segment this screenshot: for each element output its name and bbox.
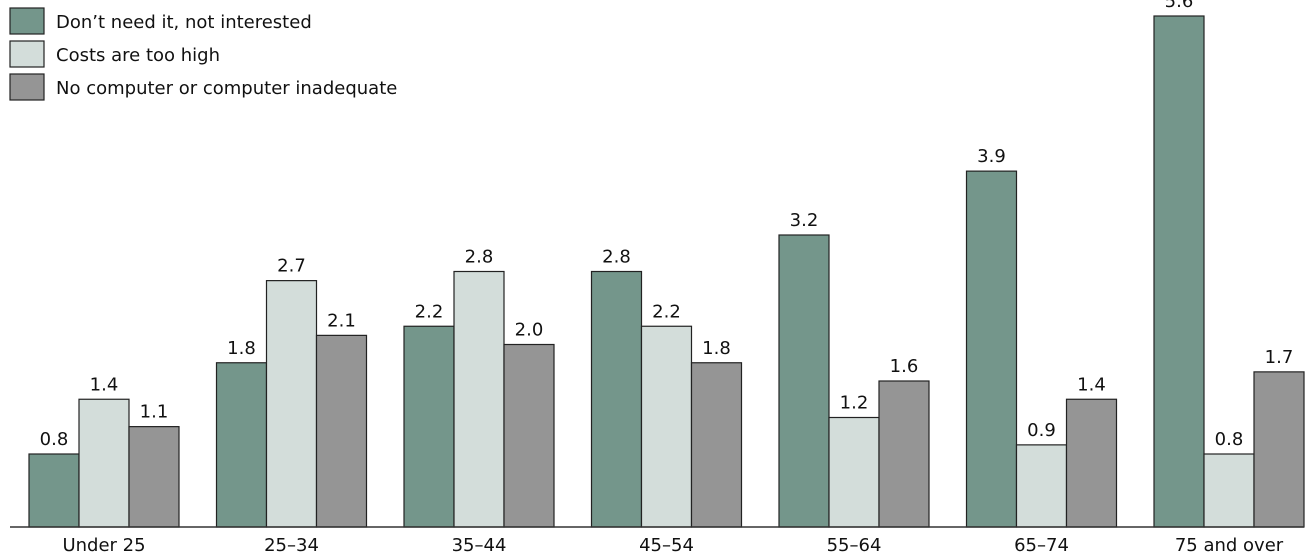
data-label: 2.7 xyxy=(277,256,306,277)
bar xyxy=(128,426,180,528)
bar xyxy=(778,234,830,528)
data-label: 2.8 xyxy=(602,247,631,268)
data-label: 0.9 xyxy=(1027,420,1056,441)
bar xyxy=(1253,371,1305,528)
x-tick-label: 35–44 xyxy=(452,535,507,555)
x-tick-label: 75 and over xyxy=(1175,535,1284,555)
data-label: 0.8 xyxy=(40,429,69,450)
bar xyxy=(403,325,455,528)
bar xyxy=(78,398,130,528)
data-label: 5.6 xyxy=(1165,0,1194,12)
value-labels: 0.8 1.4 1.1 1.8 2.7 2.1 2.2 2.8 2.0 2.8 2.2 1.8 3.2 1… xyxy=(40,0,1294,450)
legend: Don’t need it, not interested Costs are t… xyxy=(9,7,397,101)
x-tick-label: 55–64 xyxy=(827,535,882,555)
bar xyxy=(1153,15,1205,528)
x-tick-label: 65–74 xyxy=(1014,535,1069,555)
legend-label: Don’t need it, not interested xyxy=(56,12,312,33)
data-label: 2.2 xyxy=(415,301,444,322)
bar xyxy=(503,343,555,528)
bar xyxy=(1065,398,1118,528)
data-label: 1.7 xyxy=(1265,347,1294,368)
x-tick-label: Under 25 xyxy=(62,535,145,555)
data-label: 0.8 xyxy=(1215,429,1244,450)
legend-swatch xyxy=(9,7,45,35)
data-label: 1.2 xyxy=(840,393,869,414)
bar xyxy=(265,280,318,528)
legend-swatch xyxy=(9,73,45,101)
bar-series-group xyxy=(28,15,1305,528)
data-label: 1.4 xyxy=(90,374,119,395)
x-tick-label: 25–34 xyxy=(264,535,319,555)
bar xyxy=(28,453,80,528)
bar xyxy=(1015,444,1068,528)
bar xyxy=(1203,453,1255,528)
bar xyxy=(878,380,930,528)
data-label: 1.1 xyxy=(140,402,169,423)
data-label: 3.2 xyxy=(790,210,819,231)
data-label: 1.6 xyxy=(890,356,919,377)
bar xyxy=(315,334,368,528)
data-label: 2.1 xyxy=(327,310,356,331)
data-label: 2.8 xyxy=(465,247,494,268)
data-label: 2.2 xyxy=(652,301,681,322)
legend-label: No computer or computer inadequate xyxy=(56,78,397,99)
x-axis-tick-labels: Under 25 25–34 35–44 45–54 55–64 65–74 75 and … xyxy=(62,535,1283,555)
bar xyxy=(590,270,643,528)
data-label: 1.4 xyxy=(1077,374,1106,395)
bar xyxy=(215,362,268,528)
data-label: 2.0 xyxy=(515,320,544,341)
bar xyxy=(640,325,693,528)
data-label: 3.9 xyxy=(977,146,1006,167)
legend-label: Costs are too high xyxy=(56,45,220,66)
legend-swatch xyxy=(9,40,45,68)
data-label: 1.8 xyxy=(227,338,256,359)
bar xyxy=(965,170,1018,528)
bar xyxy=(453,270,505,528)
data-label: 1.8 xyxy=(702,338,731,359)
x-tick-label: 45–54 xyxy=(639,535,694,555)
bar xyxy=(690,362,743,528)
bar xyxy=(828,416,880,528)
